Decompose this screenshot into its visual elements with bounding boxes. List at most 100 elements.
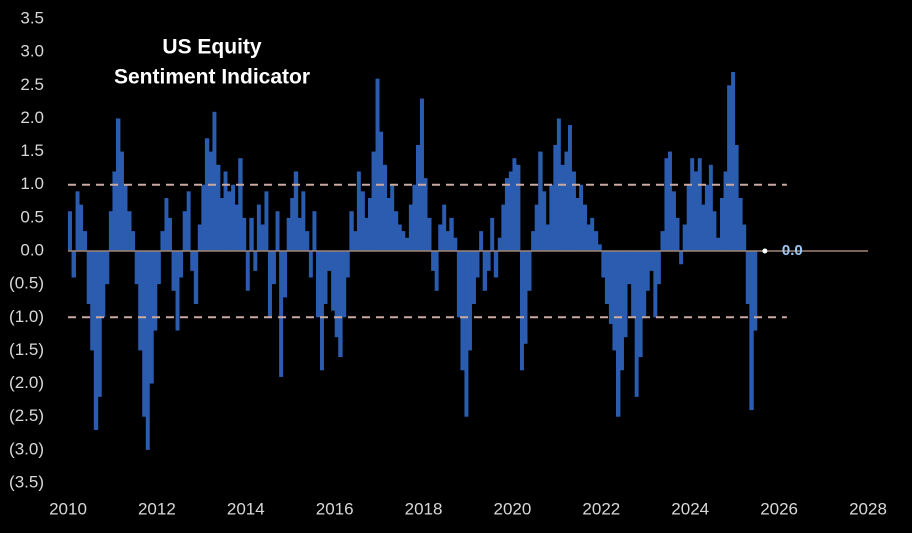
bar	[68, 211, 72, 251]
bar	[86, 251, 91, 305]
bar	[590, 217, 595, 251]
annotation-dot	[762, 248, 768, 254]
y-tick-label: (1.0)	[9, 307, 44, 326]
bar	[520, 251, 524, 371]
bar	[371, 151, 376, 251]
bar	[249, 217, 254, 251]
bar	[327, 251, 332, 271]
bar	[297, 217, 302, 251]
bar	[497, 237, 502, 251]
bar	[608, 251, 613, 324]
bar	[123, 184, 128, 251]
bar	[434, 251, 439, 291]
x-tick-label: 2026	[760, 499, 798, 518]
bar	[279, 251, 284, 377]
bar	[312, 211, 317, 251]
bar	[449, 217, 454, 251]
bar	[704, 184, 710, 251]
bar	[675, 217, 680, 251]
bar	[220, 197, 224, 251]
bar	[238, 158, 243, 251]
bar	[204, 138, 210, 251]
x-tick-label: 2014	[227, 499, 265, 518]
bar	[731, 72, 736, 252]
bar	[664, 158, 669, 251]
x-tick-label: 2016	[316, 499, 354, 518]
bar	[149, 251, 154, 384]
bar	[564, 151, 569, 251]
bar	[308, 251, 313, 278]
bar	[516, 164, 521, 251]
bar	[386, 197, 391, 251]
bar	[182, 211, 188, 251]
bar	[512, 158, 517, 251]
bar	[245, 251, 250, 291]
bar	[638, 251, 643, 358]
y-tick-label: 3.0	[20, 42, 44, 61]
bar	[268, 251, 272, 318]
bar	[75, 191, 80, 251]
bar	[416, 144, 421, 251]
bar	[575, 197, 580, 251]
bar	[316, 251, 321, 318]
bar	[101, 251, 106, 318]
bar	[571, 171, 576, 251]
bar	[612, 251, 617, 351]
bar	[749, 251, 754, 411]
bar	[745, 251, 750, 305]
bar	[693, 171, 699, 251]
y-tick-label: 0.0	[20, 240, 44, 259]
bar	[601, 251, 606, 278]
bar	[627, 251, 632, 285]
bar	[404, 237, 410, 251]
bar	[501, 204, 506, 251]
bar	[468, 251, 472, 351]
bar	[156, 251, 161, 285]
bar	[193, 251, 199, 305]
bar	[253, 251, 258, 271]
bar	[349, 211, 354, 251]
bar	[223, 171, 228, 251]
bar	[560, 164, 565, 251]
x-tick-label: 2024	[671, 499, 709, 518]
bar	[656, 251, 661, 285]
bar	[353, 231, 358, 251]
bar	[375, 78, 380, 252]
chart-title: US Equity	[162, 36, 261, 59]
bar	[553, 144, 558, 251]
bar	[508, 171, 513, 251]
bar	[582, 204, 588, 251]
bar	[631, 251, 636, 318]
bar	[753, 251, 758, 331]
y-tick-label: 3.5	[20, 8, 44, 27]
bar	[579, 184, 584, 251]
bar	[397, 224, 402, 251]
bar	[164, 197, 169, 251]
bar	[93, 251, 99, 430]
bar	[82, 231, 88, 251]
bar	[460, 251, 465, 371]
bar	[734, 144, 739, 251]
y-tick-label: (2.0)	[9, 373, 44, 392]
bar	[549, 184, 554, 251]
bar	[727, 85, 732, 252]
bar	[116, 118, 121, 251]
bar	[742, 224, 747, 251]
bar	[653, 251, 658, 318]
bar	[597, 244, 602, 251]
bar	[145, 251, 150, 450]
bar	[379, 131, 384, 251]
bar	[108, 211, 113, 251]
bar	[271, 251, 276, 285]
bar	[368, 197, 372, 251]
bar	[234, 204, 239, 251]
bar	[104, 251, 110, 285]
bar	[671, 191, 676, 251]
bar	[538, 151, 543, 251]
bar	[431, 251, 436, 271]
bar	[423, 178, 428, 251]
bar	[690, 158, 695, 251]
bar	[320, 251, 324, 371]
bar	[568, 125, 572, 251]
bar	[486, 251, 491, 271]
